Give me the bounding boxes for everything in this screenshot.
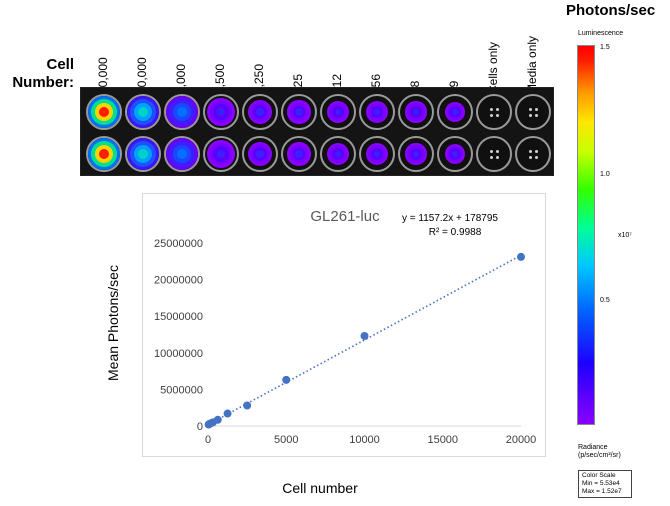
x-tick-label: 10000 <box>349 434 380 446</box>
x-tick-label: 15000 <box>427 434 458 446</box>
y-tick-label: 0 <box>197 421 203 433</box>
well <box>281 136 317 172</box>
data-point <box>517 252 525 261</box>
color-scale-min: Min = 5.53e4 <box>582 480 620 487</box>
data-point <box>282 375 291 384</box>
data-point <box>223 409 232 418</box>
color-scale-max: Max = 1.52e7 <box>582 488 622 495</box>
well <box>320 94 356 130</box>
well <box>164 94 200 130</box>
well <box>281 94 317 130</box>
well <box>515 94 551 130</box>
well <box>476 136 512 172</box>
trendline-equation: y = 1157.2x + 178795 <box>402 213 498 224</box>
well <box>398 94 434 130</box>
well <box>242 94 278 130</box>
color-scale-box: Color Scale Min = 5.53e4 Max = 1.52e7 <box>578 470 632 498</box>
well <box>203 94 239 130</box>
y-tick-label: 25000000 <box>154 238 203 250</box>
column-label: Media only <box>525 35 539 94</box>
trendline <box>207 254 522 426</box>
well <box>164 136 200 172</box>
cell-number-label: Cell Number: <box>0 56 74 92</box>
r-squared: R² = 0.9988 <box>429 227 482 238</box>
cell-number-label-line2: Number: <box>12 74 74 91</box>
well <box>125 136 161 172</box>
colorbar-multiplier: x10⁷ <box>618 232 632 239</box>
well <box>125 94 161 130</box>
colorbar-tick-low: 0.5 <box>600 297 610 304</box>
x-tick-label: 20000 <box>506 434 537 446</box>
y-tick-label: 10000000 <box>154 348 203 360</box>
well <box>359 94 395 130</box>
well <box>398 136 434 172</box>
chart-title: GL261-luc <box>310 208 380 225</box>
cell-number-label-line1: Cell <box>46 56 74 73</box>
radiance-line1: Radiance <box>578 444 608 451</box>
well <box>86 136 122 172</box>
y-axis-label: Mean Photons/sec <box>105 265 121 381</box>
well <box>203 136 239 172</box>
photons-per-sec-title: Photons/sec <box>566 2 656 19</box>
x-axis-label: Cell number <box>282 480 358 496</box>
well <box>320 136 356 172</box>
well-plate-image <box>80 87 554 176</box>
y-tick-label: 20000000 <box>154 275 203 287</box>
radiance-line2: (p/sec/cm²/sr) <box>578 452 621 459</box>
data-point <box>243 401 252 410</box>
radiance-label: Radiance (p/sec/cm²/sr) <box>578 444 621 460</box>
colorbar-title: Luminescence <box>578 30 624 37</box>
data-point <box>360 331 369 340</box>
y-tick-label: 5000000 <box>160 384 203 396</box>
y-tick-label: 15000000 <box>154 311 203 323</box>
well <box>242 136 278 172</box>
colorbar <box>577 45 595 425</box>
color-scale-title: Color Scale <box>582 472 616 479</box>
x-tick-label: 0 <box>205 434 211 446</box>
well <box>437 136 473 172</box>
colorbar-tick-high: 1.5 <box>600 44 610 51</box>
well <box>359 136 395 172</box>
well <box>437 94 473 130</box>
scatter-chart: 0 5000000 10000000 15000000 20000000 25000000… <box>105 208 537 496</box>
data-point <box>204 420 213 429</box>
well <box>515 136 551 172</box>
x-tick-label: 5000 <box>274 434 298 446</box>
well <box>86 94 122 130</box>
colorbar-tick-mid: 1.0 <box>600 171 610 178</box>
well <box>476 94 512 130</box>
chart-area <box>142 193 546 457</box>
